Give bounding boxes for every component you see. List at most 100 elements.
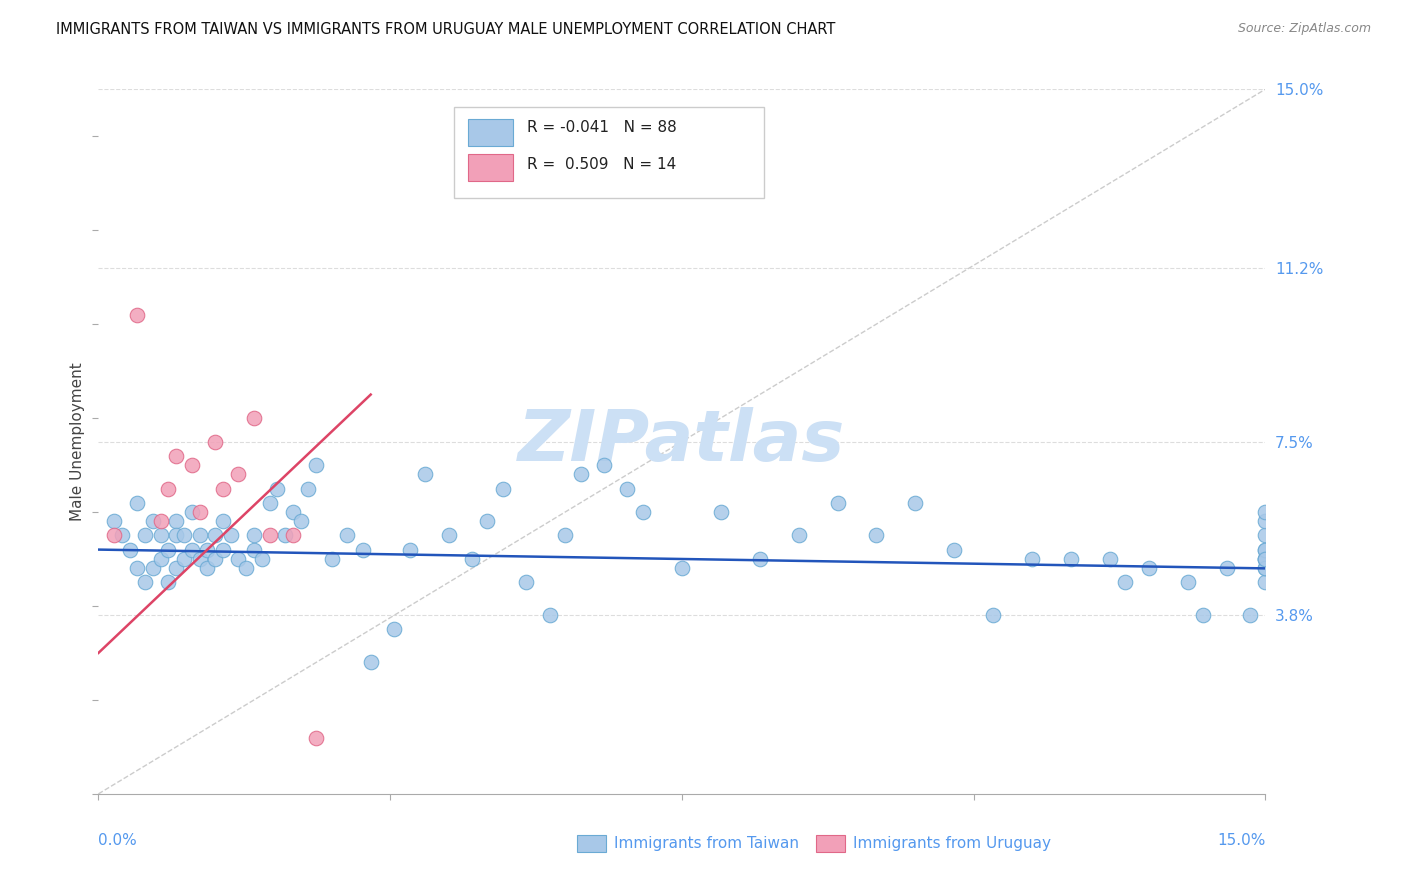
- FancyBboxPatch shape: [468, 154, 513, 181]
- Point: [290, 515, 312, 529]
- Point: [616, 482, 638, 496]
- Point: [180, 542, 202, 557]
- Point: [243, 411, 266, 425]
- Point: [827, 495, 849, 509]
- Point: [281, 505, 304, 519]
- Point: [180, 458, 202, 472]
- Point: [142, 561, 165, 575]
- Point: [243, 528, 266, 542]
- Y-axis label: Male Unemployment: Male Unemployment: [69, 362, 84, 521]
- Point: [352, 542, 374, 557]
- Point: [212, 482, 235, 496]
- Point: [228, 467, 250, 482]
- Point: [461, 552, 484, 566]
- Point: [259, 528, 281, 542]
- Point: [1239, 608, 1261, 623]
- Point: [382, 623, 405, 637]
- Point: [1098, 552, 1121, 566]
- Point: [204, 552, 226, 566]
- Point: [188, 528, 211, 542]
- Point: [235, 561, 257, 575]
- Point: [865, 528, 887, 542]
- Point: [1254, 542, 1277, 557]
- Point: [127, 495, 149, 509]
- Point: [165, 449, 187, 463]
- Point: [195, 542, 218, 557]
- Point: [103, 528, 125, 542]
- Point: [1254, 515, 1277, 529]
- Point: [149, 552, 172, 566]
- Point: [360, 656, 382, 670]
- Point: [1254, 552, 1277, 566]
- Point: [149, 515, 172, 529]
- Point: [228, 552, 250, 566]
- Point: [305, 458, 328, 472]
- Point: [149, 528, 172, 542]
- Text: R =  0.509   N = 14: R = 0.509 N = 14: [527, 157, 676, 172]
- Text: Immigrants from Taiwan: Immigrants from Taiwan: [614, 836, 799, 851]
- Point: [515, 575, 537, 590]
- Point: [477, 515, 499, 529]
- Point: [243, 542, 266, 557]
- Point: [1215, 561, 1237, 575]
- Text: R = -0.041   N = 88: R = -0.041 N = 88: [527, 120, 676, 136]
- Text: 15.0%: 15.0%: [1218, 832, 1265, 847]
- Point: [165, 561, 187, 575]
- Point: [165, 528, 187, 542]
- Point: [943, 542, 966, 557]
- Point: [321, 552, 343, 566]
- Point: [1177, 575, 1199, 590]
- Point: [250, 552, 273, 566]
- Point: [157, 542, 180, 557]
- Point: [134, 528, 156, 542]
- Point: [1254, 561, 1277, 575]
- Point: [266, 482, 288, 496]
- Point: [173, 528, 195, 542]
- Point: [1254, 505, 1277, 519]
- Point: [437, 528, 460, 542]
- Text: Source: ZipAtlas.com: Source: ZipAtlas.com: [1237, 22, 1371, 36]
- Point: [748, 552, 770, 566]
- Point: [219, 528, 242, 542]
- Point: [981, 608, 1004, 623]
- Text: IMMIGRANTS FROM TAIWAN VS IMMIGRANTS FROM URUGUAY MALE UNEMPLOYMENT CORRELATION : IMMIGRANTS FROM TAIWAN VS IMMIGRANTS FRO…: [56, 22, 835, 37]
- Point: [305, 731, 328, 745]
- Point: [274, 528, 297, 542]
- Point: [671, 561, 693, 575]
- Point: [180, 505, 202, 519]
- Point: [157, 575, 180, 590]
- Point: [1137, 561, 1160, 575]
- Point: [195, 561, 218, 575]
- Point: [212, 542, 235, 557]
- Point: [1254, 542, 1277, 557]
- Point: [188, 505, 211, 519]
- Point: [492, 482, 515, 496]
- Point: [787, 528, 810, 542]
- FancyBboxPatch shape: [454, 107, 763, 198]
- FancyBboxPatch shape: [576, 835, 606, 853]
- Point: [631, 505, 654, 519]
- Point: [259, 495, 281, 509]
- FancyBboxPatch shape: [468, 119, 513, 145]
- Point: [103, 515, 125, 529]
- Point: [538, 608, 561, 623]
- Point: [1254, 575, 1277, 590]
- Point: [173, 552, 195, 566]
- Point: [1254, 552, 1277, 566]
- Text: Immigrants from Uruguay: Immigrants from Uruguay: [853, 836, 1052, 851]
- Point: [188, 552, 211, 566]
- Point: [569, 467, 592, 482]
- Point: [413, 467, 436, 482]
- Point: [336, 528, 359, 542]
- Point: [204, 528, 226, 542]
- Point: [297, 482, 319, 496]
- Point: [904, 495, 927, 509]
- Point: [212, 515, 235, 529]
- Point: [157, 482, 180, 496]
- Point: [204, 434, 226, 449]
- Point: [554, 528, 576, 542]
- Point: [281, 528, 304, 542]
- Point: [1192, 608, 1215, 623]
- Point: [1254, 528, 1277, 542]
- FancyBboxPatch shape: [815, 835, 845, 853]
